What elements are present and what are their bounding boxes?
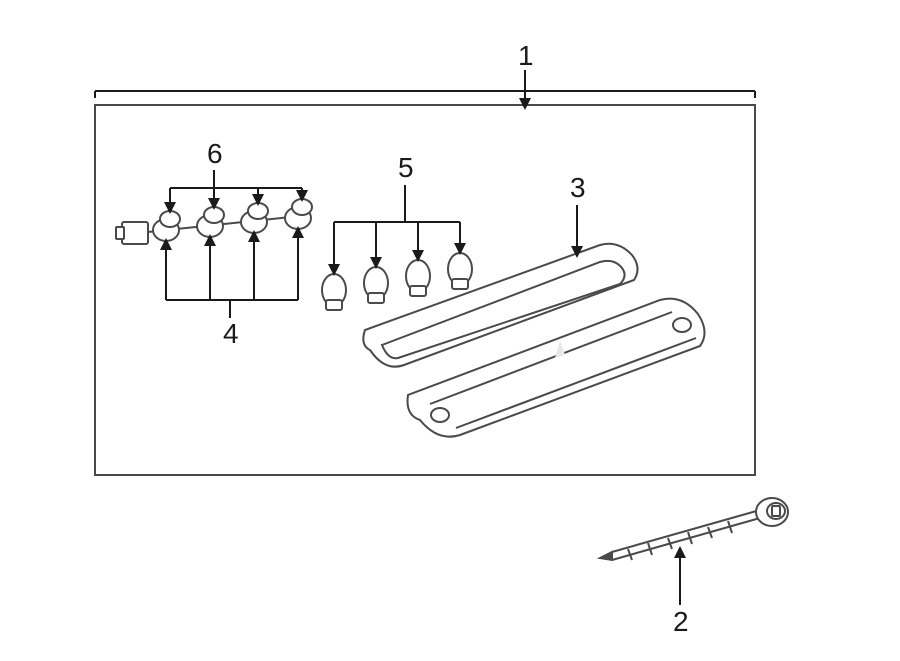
diagram-svg	[0, 0, 900, 661]
bulb-2	[364, 267, 388, 303]
bulb-1	[322, 274, 346, 310]
bulb-4	[448, 253, 472, 289]
socket-4	[285, 199, 312, 229]
callout-6-leader	[170, 170, 302, 208]
callout-label-1: 1	[518, 40, 534, 72]
callout-label-4: 4	[223, 318, 239, 350]
callout-label-2: 2	[673, 606, 689, 638]
screw-part	[600, 498, 788, 560]
callout-label-3: 3	[570, 172, 586, 204]
socket-harness	[116, 199, 312, 244]
callout-4-leader	[166, 232, 298, 318]
callout-1-leader	[95, 70, 755, 104]
callout-label-5: 5	[398, 152, 414, 184]
bulb-3	[406, 260, 430, 296]
callout-5-leader	[334, 185, 460, 270]
diagram-canvas: 1 2 3 4 5 6	[0, 0, 900, 661]
socket-3	[241, 203, 268, 233]
socket-2	[197, 207, 224, 237]
socket-1	[153, 211, 180, 241]
callout-label-6: 6	[207, 138, 223, 170]
